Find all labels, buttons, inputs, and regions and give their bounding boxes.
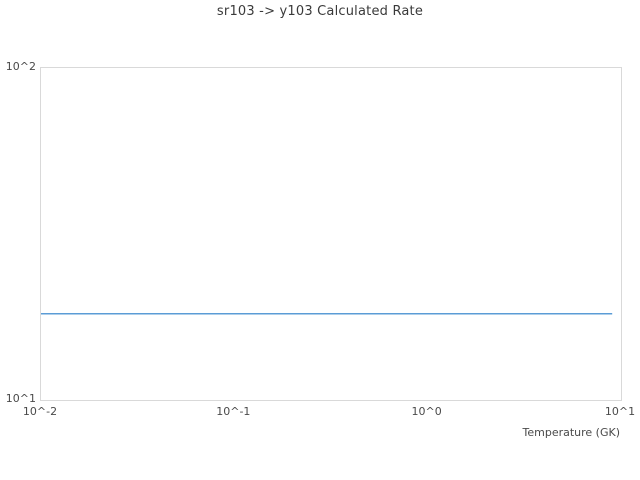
x-tick-label: 10^1	[604, 405, 636, 418]
x-tick-label: 10^-1	[216, 405, 251, 418]
plot-area	[40, 67, 622, 401]
x-tick-label: 10^0	[411, 405, 442, 418]
x-axis-title: Temperature (GK)	[522, 426, 621, 439]
y-tick-label: 10^1	[5, 392, 36, 405]
rate-line-plot	[41, 312, 613, 315]
chart-title: sr103 -> y103 Calculated Rate	[216, 4, 424, 19]
x-tick-label: 10^-2	[22, 405, 58, 418]
y-tick-label: 10^2	[5, 60, 36, 73]
